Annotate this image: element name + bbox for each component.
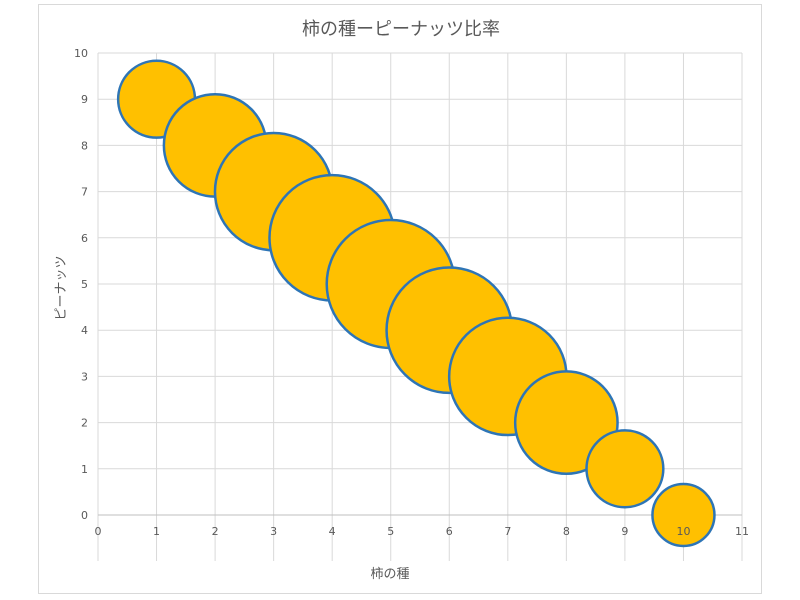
x-tick-label: 8 (563, 525, 570, 538)
y-tick-label: 2 (81, 417, 88, 430)
x-tick-label: 11 (735, 525, 749, 538)
chart-frame: 柿の種ーピーナッツ比率 0 1 2 3 4 5 6 7 8 9 10 11 0 1 2 3 4 5 6 7 8 9 10 柿… (38, 4, 762, 594)
y-tick-label: 1 (81, 463, 88, 476)
x-axis-title: 柿の種 (370, 566, 409, 582)
x-tick-label: 10 (676, 525, 690, 538)
y-tick-label: 4 (81, 324, 88, 337)
y-tick-label: 0 (81, 509, 88, 522)
tick-labels: 0 1 2 3 4 5 6 7 8 9 10 11 0 1 2 3 4 5 6 7 8 9 10 (74, 47, 749, 538)
y-tick-label: 10 (74, 47, 88, 60)
bubbles (116, 59, 716, 548)
y-tick-label: 9 (81, 93, 88, 106)
bubble-chart: 柿の種ーピーナッツ比率 0 1 2 3 4 5 6 7 8 9 10 11 0 1 2 3 4 5 6 7 8 9 10 柿… (54, 19, 749, 582)
x-tick-label: 6 (446, 525, 453, 538)
bubble-point (585, 429, 665, 509)
x-tick-label: 5 (387, 525, 394, 538)
chart-title: 柿の種ーピーナッツ比率 (302, 19, 500, 40)
y-tick-label: 7 (81, 186, 88, 199)
y-tick-label: 5 (81, 278, 88, 291)
x-tick-label: 4 (329, 525, 336, 538)
bubble-point (651, 482, 716, 548)
x-tick-label: 1 (153, 525, 160, 538)
x-tick-label: 2 (212, 525, 219, 538)
y-tick-label: 3 (81, 370, 88, 383)
x-tick-label: 0 (95, 525, 102, 538)
y-tick-label: 6 (81, 232, 88, 245)
y-tick-label: 8 (81, 139, 88, 152)
y-axis-title: ピーナッツ (54, 255, 69, 320)
x-tick-label: 7 (504, 525, 511, 538)
x-tick-label: 3 (270, 525, 277, 538)
x-tick-label: 9 (621, 525, 628, 538)
